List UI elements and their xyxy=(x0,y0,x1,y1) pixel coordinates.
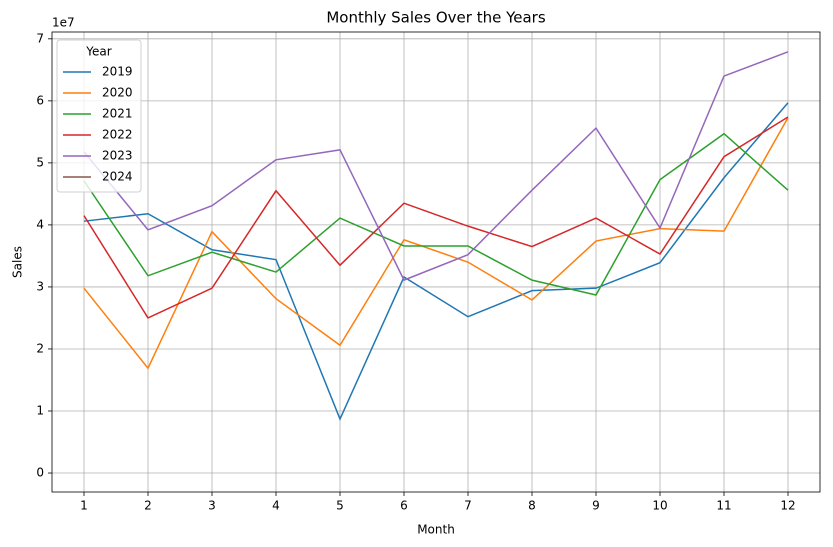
series-line xyxy=(83,132,789,296)
x-tick-label: 2 xyxy=(144,499,152,513)
series-line xyxy=(83,102,789,421)
y-tick-label: 1 xyxy=(36,403,44,417)
x-axis-label: Month xyxy=(417,523,455,537)
legend-label: 2024 xyxy=(102,170,133,184)
y-tick-label: 2 xyxy=(36,341,44,355)
x-tick-label: 1 xyxy=(80,499,88,513)
x-tick-label: 10 xyxy=(652,499,667,513)
series-line xyxy=(83,116,789,319)
y-tick-label: 5 xyxy=(36,155,44,169)
x-tick-label: 7 xyxy=(464,499,472,513)
x-tick-label: 4 xyxy=(272,499,280,513)
legend-label: 2022 xyxy=(102,128,133,142)
series-line xyxy=(83,117,789,370)
plot-frame xyxy=(51,31,821,493)
x-tick-label: 5 xyxy=(336,499,344,513)
y-axis-label: Sales xyxy=(11,246,25,278)
y-tick-label: 0 xyxy=(36,466,44,480)
x-tick-label: 9 xyxy=(592,499,600,513)
legend-box xyxy=(56,39,142,193)
x-tick-label: 6 xyxy=(400,499,408,513)
series-line xyxy=(83,51,789,282)
legend-label: 2023 xyxy=(102,149,133,163)
offset-label: 1e7 xyxy=(52,16,75,30)
chart-title: Monthly Sales Over the Years xyxy=(326,9,546,27)
legend-label: 2021 xyxy=(102,107,133,121)
legend-label: 2019 xyxy=(102,65,133,79)
y-tick-label: 4 xyxy=(36,217,44,231)
x-tick-label: 8 xyxy=(528,499,536,513)
y-tick-label: 6 xyxy=(36,93,44,107)
x-tick-label: 11 xyxy=(716,499,731,513)
legend-title: Year xyxy=(85,45,111,59)
y-tick-label: 3 xyxy=(36,279,44,293)
y-tick-label: 7 xyxy=(36,31,44,45)
x-tick-label: 3 xyxy=(208,499,216,513)
x-tick-label: 12 xyxy=(780,499,795,513)
legend-label: 2020 xyxy=(102,86,133,100)
